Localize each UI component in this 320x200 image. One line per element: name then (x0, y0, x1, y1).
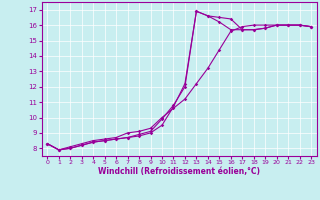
X-axis label: Windchill (Refroidissement éolien,°C): Windchill (Refroidissement éolien,°C) (98, 167, 260, 176)
